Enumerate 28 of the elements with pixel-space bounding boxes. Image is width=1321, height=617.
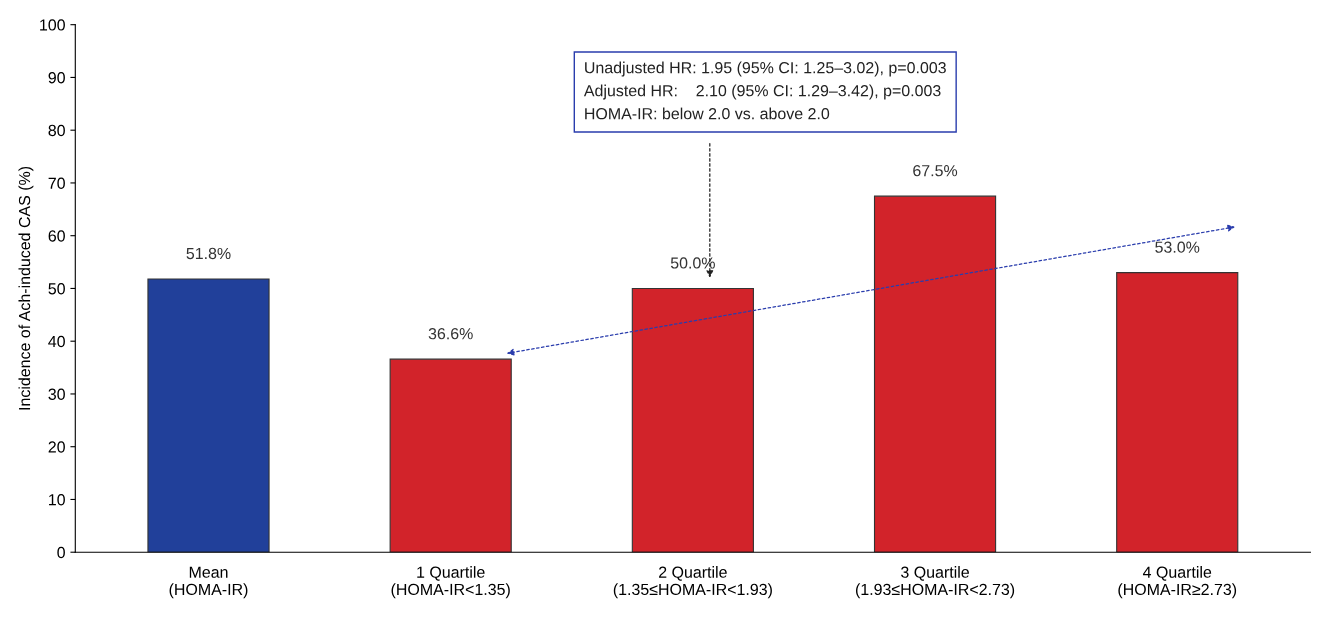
bar <box>147 278 270 553</box>
bar <box>631 287 754 553</box>
bar <box>389 358 512 553</box>
y-tick-label: 40 <box>48 335 65 348</box>
data-label: 50.0% <box>670 257 715 269</box>
data-label: 53.0% <box>1155 241 1200 253</box>
y-tick-label: 10 <box>49 494 65 506</box>
bar <box>873 195 997 553</box>
y-tick-label: 20 <box>48 441 65 453</box>
annotation: Unadjusted HR: 1.95 (95% CI: 1.25–3.02), p=0.003 Adjusted HR: 2.10 (95% CI: 1.29–3.42), p=0.003 HOMA-IR: below 2.0 vs. above 2.0 <box>583 61 946 120</box>
y-tick-label: 50 <box>48 283 65 295</box>
x-tick-label: 2 Quartile (1.35≤HOMA-IR<1.93) <box>613 566 772 599</box>
data-label: 36.6% <box>428 328 473 340</box>
y-tick-label: 30 <box>48 388 65 400</box>
data-label: 51.8% <box>186 247 231 260</box>
y-axis-title: Incidence of Ach-induced CAS (%) <box>18 166 34 410</box>
data-label: 67.5% <box>913 164 958 177</box>
x-tick-label: Mean (HOMA-IR) <box>169 566 248 599</box>
y-tick-label: 100 <box>40 19 65 31</box>
y-tick-label: 60 <box>48 230 65 242</box>
bar <box>1116 272 1239 553</box>
x-tick-label: 4 Quartile (HOMA-IR≥2.73) <box>1118 566 1237 599</box>
x-tick-label: 3 Quartile (1.93≤HOMA-IR<2.73) <box>855 566 1015 599</box>
y-tick-label: 90 <box>48 72 65 84</box>
y-tick-label: 0 <box>57 546 65 559</box>
x-tick-label: 1 Quartile (HOMA-IR<1.35) <box>391 566 510 599</box>
y-tick-label: 70 <box>48 177 65 189</box>
y-tick-label: 80 <box>48 124 65 137</box>
